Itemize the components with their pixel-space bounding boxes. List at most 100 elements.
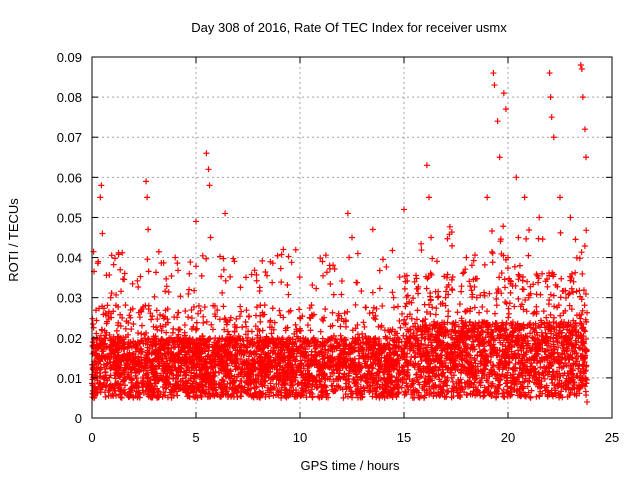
data-point bbox=[358, 288, 365, 295]
data-point bbox=[410, 330, 417, 337]
data-point bbox=[241, 384, 248, 391]
data-point bbox=[185, 314, 192, 321]
data-point bbox=[541, 348, 548, 355]
data-point bbox=[151, 293, 158, 300]
data-point bbox=[328, 369, 335, 376]
data-point bbox=[259, 327, 266, 334]
data-point bbox=[489, 250, 496, 257]
data-point bbox=[317, 255, 324, 262]
data-point bbox=[471, 357, 478, 364]
data-point bbox=[160, 259, 167, 266]
data-point bbox=[423, 285, 430, 292]
data-point bbox=[280, 364, 287, 371]
data-point bbox=[476, 379, 483, 386]
data-point bbox=[338, 315, 345, 322]
data-point bbox=[155, 248, 162, 255]
data-point bbox=[110, 383, 117, 390]
data-point bbox=[390, 304, 397, 311]
data-point bbox=[571, 348, 578, 355]
data-point bbox=[479, 335, 486, 342]
data-point bbox=[441, 373, 448, 380]
data-point bbox=[552, 376, 559, 383]
data-point bbox=[269, 305, 276, 312]
data-point bbox=[488, 248, 495, 255]
data-point bbox=[135, 329, 142, 336]
data-point bbox=[346, 254, 353, 261]
data-point bbox=[523, 340, 530, 347]
data-point bbox=[154, 316, 161, 323]
data-point bbox=[298, 360, 305, 367]
data-point bbox=[201, 304, 208, 311]
data-point bbox=[177, 369, 184, 376]
data-point bbox=[502, 321, 509, 328]
data-point bbox=[384, 342, 391, 349]
data-point bbox=[190, 378, 197, 385]
data-point bbox=[477, 378, 484, 385]
data-point bbox=[90, 248, 97, 255]
data-point bbox=[155, 377, 162, 384]
data-point bbox=[408, 382, 415, 389]
data-point bbox=[454, 309, 461, 316]
data-point bbox=[312, 338, 319, 345]
data-point bbox=[138, 337, 145, 344]
data-point bbox=[238, 308, 245, 315]
data-point bbox=[110, 261, 117, 268]
data-point bbox=[326, 359, 333, 366]
data-point bbox=[293, 371, 300, 378]
data-point bbox=[204, 374, 211, 381]
data-point bbox=[536, 374, 543, 381]
data-point bbox=[369, 289, 376, 296]
data-point bbox=[145, 306, 152, 313]
data-point bbox=[529, 334, 536, 341]
data-point bbox=[175, 309, 182, 316]
data-point bbox=[583, 227, 590, 234]
data-point bbox=[463, 335, 470, 342]
data-point bbox=[481, 347, 488, 354]
data-point bbox=[568, 306, 575, 313]
data-point bbox=[245, 313, 252, 320]
data-point bbox=[501, 394, 508, 401]
data-point bbox=[472, 383, 479, 390]
data-point bbox=[313, 285, 320, 292]
data-point bbox=[341, 345, 348, 352]
data-point bbox=[459, 270, 466, 277]
data-point bbox=[178, 360, 185, 367]
data-point bbox=[268, 324, 275, 331]
data-point bbox=[529, 366, 536, 373]
data-point bbox=[103, 272, 110, 279]
data-point bbox=[397, 324, 404, 331]
data-point bbox=[441, 359, 448, 366]
data-point bbox=[476, 309, 483, 316]
data-point bbox=[573, 288, 580, 295]
data-point bbox=[309, 282, 316, 289]
data-point bbox=[257, 380, 264, 387]
data-point bbox=[472, 337, 479, 344]
data-point bbox=[355, 337, 362, 344]
data-point bbox=[415, 394, 422, 401]
data-point bbox=[263, 272, 270, 279]
data-point bbox=[288, 365, 295, 372]
data-point bbox=[322, 306, 329, 313]
data-point bbox=[505, 305, 512, 312]
data-point bbox=[531, 328, 538, 335]
data-point bbox=[457, 376, 464, 383]
data-point bbox=[322, 252, 329, 259]
data-point bbox=[289, 381, 296, 388]
data-point bbox=[579, 362, 586, 369]
data-point bbox=[175, 343, 182, 350]
data-point bbox=[160, 370, 167, 377]
data-point bbox=[438, 352, 445, 359]
data-point bbox=[270, 347, 277, 354]
data-point bbox=[108, 290, 115, 297]
data-point bbox=[216, 316, 223, 323]
data-point bbox=[295, 364, 302, 371]
data-point bbox=[405, 386, 412, 393]
data-point bbox=[508, 344, 515, 351]
data-point bbox=[565, 291, 572, 298]
data-point bbox=[526, 227, 533, 234]
data-point bbox=[278, 351, 285, 358]
data-point bbox=[293, 353, 300, 360]
data-point bbox=[136, 314, 143, 321]
data-point bbox=[103, 320, 110, 327]
data-point bbox=[204, 353, 211, 360]
